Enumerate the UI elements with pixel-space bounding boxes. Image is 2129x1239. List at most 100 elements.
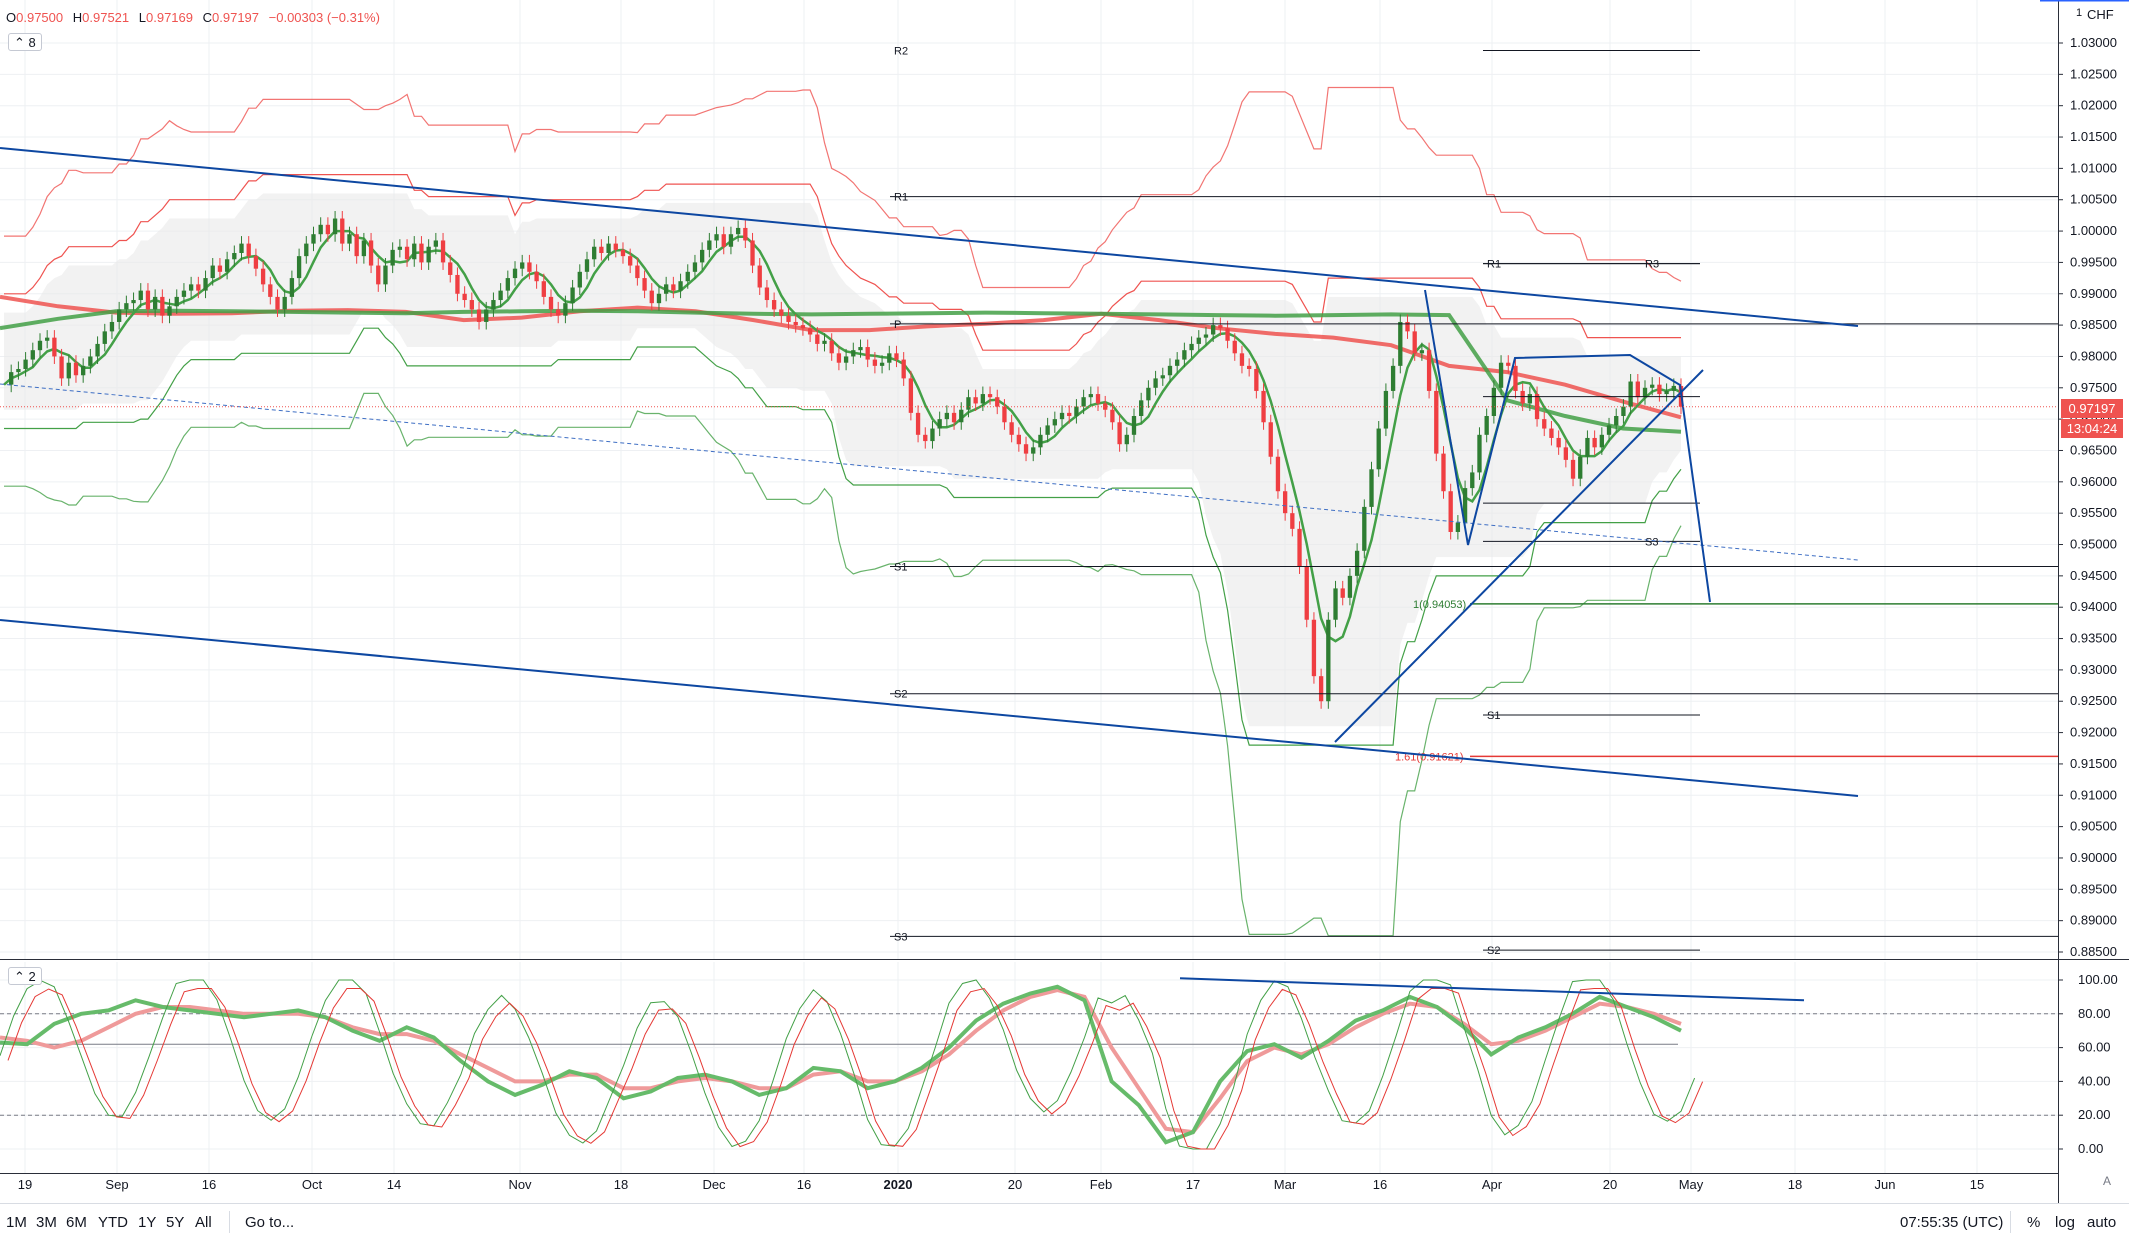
candle-body (9, 372, 14, 385)
candle-body (1671, 385, 1676, 391)
candle-body (980, 394, 986, 404)
lower-band-line (4, 327, 1682, 746)
time-tick-label: 16 (202, 1177, 216, 1192)
candle-body (592, 246, 597, 260)
price-tick-label: 0.88500 (2070, 944, 2117, 959)
time-tick-label: 17 (1186, 1177, 1200, 1192)
time-tick-label: 20 (1603, 1177, 1617, 1192)
candle-body (1196, 337, 1201, 344)
candle-body (1657, 384, 1662, 395)
candle-body (1606, 425, 1612, 435)
candle-body (764, 287, 770, 301)
candle-body (383, 265, 388, 285)
candle-body (138, 290, 143, 301)
log-scale-button[interactable]: log (2055, 1214, 2076, 1231)
candle-body (167, 306, 172, 316)
price-tick-label: 0.99000 (2070, 286, 2117, 301)
candle-body (275, 296, 280, 310)
utc-clock[interactable]: 07:55:35 (UTC) (1900, 1214, 2004, 1231)
candle-body (1635, 381, 1640, 398)
range-1m-button[interactable]: 1M (6, 1214, 27, 1231)
candle-body (1383, 390, 1389, 429)
candle-body (368, 240, 374, 266)
sub-indicators-toggle[interactable]: ⌃ 2 (8, 967, 42, 985)
candle-body (1347, 575, 1353, 598)
time-tick-label: Sep (105, 1177, 128, 1192)
price-tick-label: 0.92000 (2070, 725, 2117, 740)
candle-body (1491, 387, 1497, 417)
candle-body (1419, 350, 1425, 354)
candle-body (81, 365, 86, 376)
price-tick-label: 1.00500 (2070, 192, 2117, 207)
candle-body (412, 243, 417, 260)
candle-body (1031, 447, 1036, 454)
candle-body (858, 347, 863, 351)
candle-body (1426, 350, 1432, 391)
price-tick-label: 0.94000 (2070, 599, 2117, 614)
candle-body (930, 428, 935, 442)
candle-body (196, 284, 201, 291)
axis-settings-icon[interactable]: A (2102, 1174, 2111, 1188)
log-flag: 1 (2075, 7, 2083, 19)
price-tick-label: 0.89000 (2070, 913, 2117, 928)
candle-body (1189, 343, 1194, 351)
auto-scale-button[interactable]: auto (2087, 1214, 2117, 1231)
candle-body (1203, 334, 1209, 338)
percent-scale-button[interactable]: % (2027, 1214, 2041, 1231)
candle-body (1628, 381, 1633, 407)
candle-body (577, 271, 582, 288)
candle-body (807, 328, 813, 335)
candle-body (915, 412, 921, 435)
candle-body (635, 265, 640, 279)
range-ytd-button[interactable]: YTD (98, 1214, 128, 1231)
candle-body (1621, 406, 1626, 417)
candle-body (1405, 321, 1410, 332)
price-tick-label: 0.98000 (2070, 348, 2117, 363)
candle-body (1254, 368, 1259, 391)
range-1y-button[interactable]: 1Y (138, 1214, 157, 1231)
candle-body (1614, 416, 1619, 426)
candle-body (1016, 434, 1021, 445)
main-indicators-toggle[interactable]: ⌃ 8 (8, 33, 42, 51)
candle-body (1095, 394, 1101, 404)
candle-body (800, 325, 806, 329)
candle-body (1059, 412, 1065, 420)
price-tick-label: 1.01500 (2070, 129, 2117, 144)
candle-body (95, 343, 100, 357)
price-tick-label: 0.90500 (2070, 819, 2117, 834)
candle-body (1124, 434, 1129, 445)
oscillator-tick-label: 60.00 (2078, 1040, 2111, 1055)
candle-body (944, 412, 950, 420)
candle-body (1103, 403, 1108, 410)
time-tick-label: Nov (508, 1177, 532, 1192)
candle-body (1549, 428, 1554, 438)
candle-body (217, 265, 223, 272)
stoch-slow-line (7, 987, 1704, 1150)
sub-indicators-count: 2 (28, 969, 36, 984)
pivot-label: S1 (1487, 710, 1500, 722)
candle-body (786, 315, 791, 322)
lower-channel-trendline (0, 619, 1859, 797)
candle-body (1023, 444, 1029, 454)
range-3m-button[interactable]: 3M (36, 1214, 57, 1231)
pivot-label: P (894, 319, 901, 331)
candle-body (1275, 456, 1281, 492)
candle-body (894, 353, 899, 360)
candle-body (448, 262, 453, 275)
range-5y-button[interactable]: 5Y (166, 1214, 185, 1231)
goto-button[interactable]: Go to... (245, 1214, 295, 1231)
price-tick-label: 0.98500 (2070, 317, 2117, 332)
currency-label[interactable]: CHF (2087, 7, 2114, 22)
time-tick-label: 16 (797, 1177, 811, 1192)
candle-body (887, 353, 892, 363)
candle-body (779, 309, 784, 316)
candle-body (1038, 434, 1043, 448)
range-all-button[interactable]: All (195, 1214, 212, 1231)
candle-body (822, 340, 827, 344)
range-6m-button[interactable]: 6M (66, 1214, 87, 1231)
candle-body (1297, 528, 1302, 567)
collapse-chevron-icon: ⌃ (14, 35, 25, 50)
candle-body (239, 243, 244, 254)
